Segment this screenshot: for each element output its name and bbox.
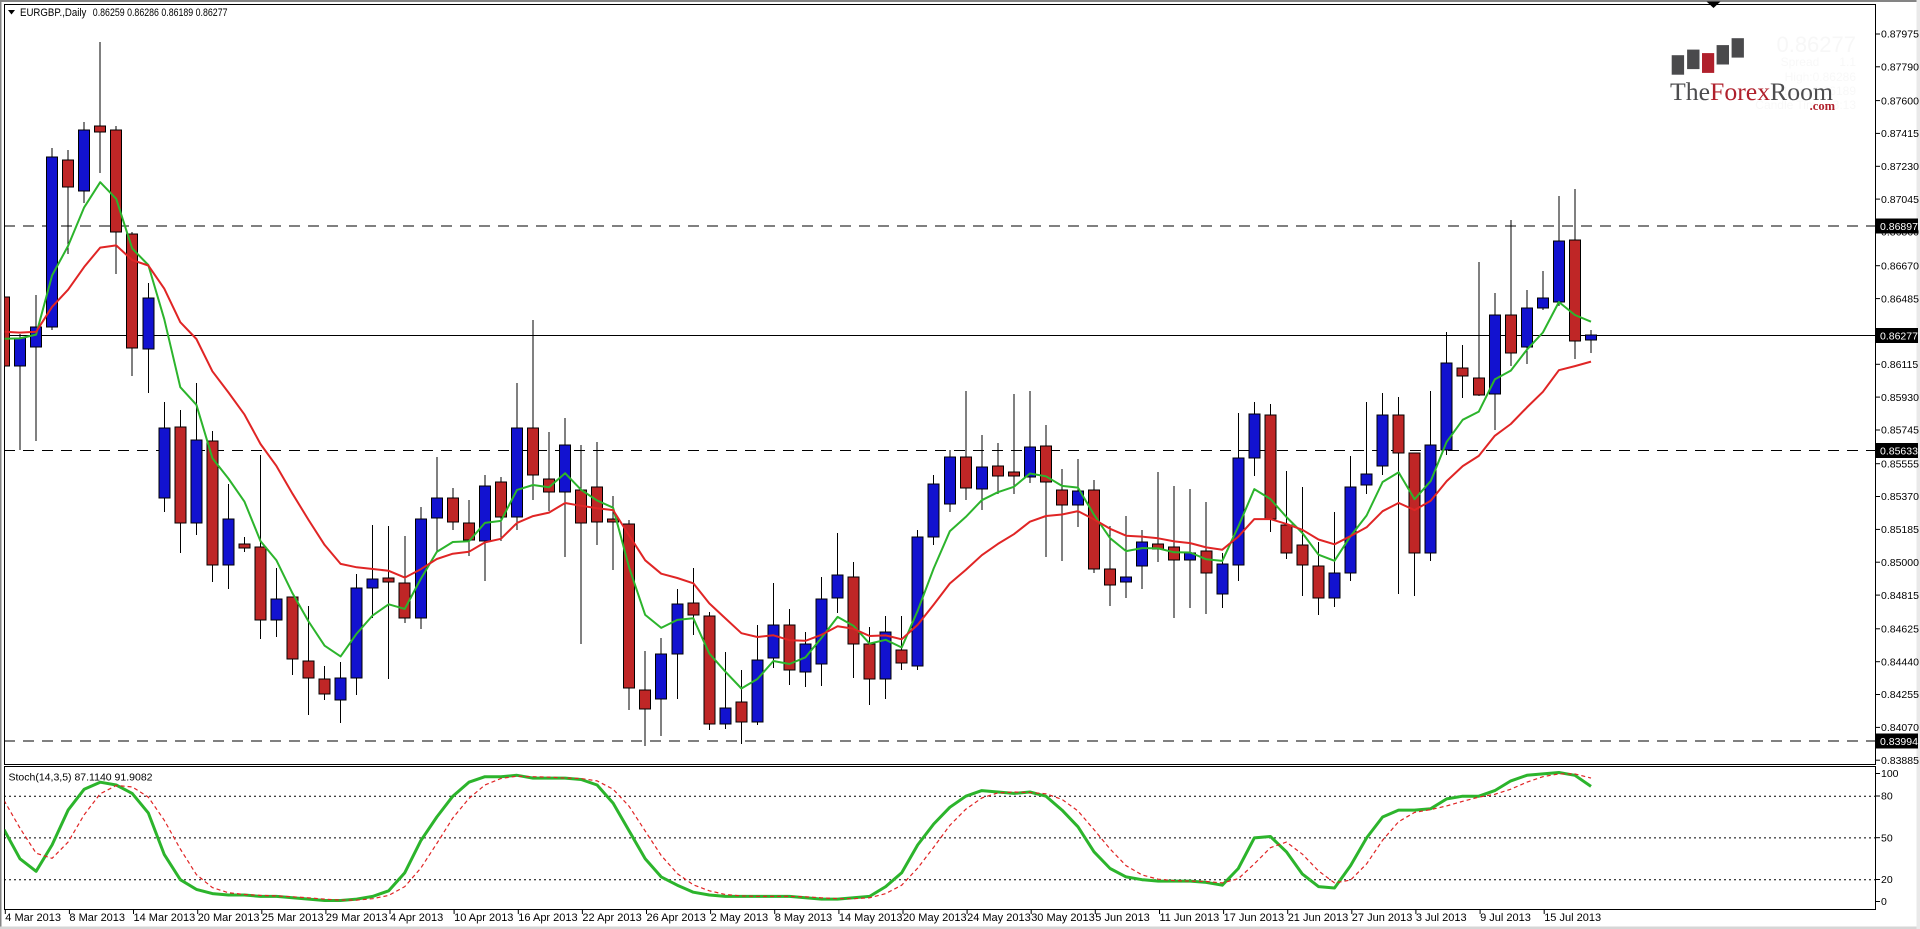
svg-text:0.85000: 0.85000 (1881, 557, 1919, 569)
svg-text:14 May 2013: 14 May 2013 (839, 912, 903, 924)
svg-text:10 Apr 2013: 10 Apr 2013 (454, 912, 513, 924)
svg-text:0.85745: 0.85745 (1881, 425, 1919, 437)
svg-text:Low: 0.86189: Low: 0.86189 (1784, 84, 1856, 98)
svg-text:9 Jul 2013: 9 Jul 2013 (1480, 912, 1531, 924)
svg-text:0.86897: 0.86897 (1880, 221, 1918, 233)
svg-text:17 Jun 2013: 17 Jun 2013 (1224, 912, 1285, 924)
svg-text:14 Mar 2013: 14 Mar 2013 (134, 912, 196, 924)
svg-text:11 Jun 2013: 11 Jun 2013 (1160, 912, 1220, 924)
svg-text:0.87790: 0.87790 (1881, 62, 1919, 74)
svg-text:0.85185: 0.85185 (1881, 524, 1919, 536)
svg-text:EURGBP.,Daily: EURGBP.,Daily (20, 7, 87, 19)
svg-text:0.86259 0.86286 0.86189 0.8627: 0.86259 0.86286 0.86189 0.86277 (93, 7, 228, 19)
svg-text:8 Mar 2013: 8 Mar 2013 (69, 912, 125, 924)
svg-text:0.87045: 0.87045 (1881, 194, 1919, 206)
svg-text:16 Apr 2013: 16 Apr 2013 (518, 912, 577, 924)
svg-text:50: 50 (1881, 832, 1893, 844)
svg-text:0.84070: 0.84070 (1881, 722, 1919, 734)
svg-text:0.85370: 0.85370 (1881, 491, 1919, 503)
svg-text:0.87230: 0.87230 (1881, 161, 1919, 173)
svg-text:15 Jul 2013: 15 Jul 2013 (1544, 912, 1601, 924)
svg-text:80: 80 (1881, 791, 1893, 803)
svg-text:3 Jul 2013: 3 Jul 2013 (1416, 912, 1467, 924)
svg-text:30 May 2013: 30 May 2013 (1031, 912, 1095, 924)
svg-text:High:0.86286: High:0.86286 (1785, 70, 1857, 84)
svg-text:Stoch(14,3,5) 87.1140 91.9082: Stoch(14,3,5) 87.1140 91.9082 (9, 772, 153, 784)
svg-text:4 Apr 2013: 4 Apr 2013 (390, 912, 443, 924)
svg-text:Candle Tim... 3:13: Candle Tim... 3:13 (1755, 98, 1856, 112)
svg-text:0.85930: 0.85930 (1881, 392, 1919, 404)
svg-text:4 Mar 2013: 4 Mar 2013 (5, 912, 61, 924)
svg-text:0.84625: 0.84625 (1881, 624, 1919, 636)
svg-text:0.87975: 0.87975 (1881, 29, 1919, 41)
svg-text:Spread 1.1: Spread 1.1 (1781, 55, 1857, 69)
svg-text:21 Jun 2013: 21 Jun 2013 (1288, 912, 1349, 924)
svg-text:29 Mar 2013: 29 Mar 2013 (326, 912, 388, 924)
svg-text:25 Mar 2013: 25 Mar 2013 (262, 912, 324, 924)
svg-text:20: 20 (1881, 874, 1893, 886)
svg-text:0.83994: 0.83994 (1880, 736, 1918, 748)
svg-text:20 May 2013: 20 May 2013 (903, 912, 967, 924)
svg-text:0.84255: 0.84255 (1881, 689, 1919, 701)
svg-text:0.86485: 0.86485 (1881, 293, 1919, 305)
svg-text:24 May 2013: 24 May 2013 (967, 912, 1031, 924)
svg-text:0.87600: 0.87600 (1881, 95, 1919, 107)
svg-text:0.86670: 0.86670 (1881, 260, 1919, 272)
svg-text:0.83885: 0.83885 (1881, 755, 1919, 767)
svg-text:22 Apr 2013: 22 Apr 2013 (582, 912, 641, 924)
svg-text:0.86277: 0.86277 (1776, 32, 1856, 57)
svg-text:0: 0 (1881, 896, 1887, 908)
svg-text:20 Mar 2013: 20 Mar 2013 (198, 912, 260, 924)
svg-text:0.85633: 0.85633 (1880, 446, 1918, 458)
svg-text:TheForexRoom: TheForexRoom (1670, 79, 1834, 106)
svg-text:100: 100 (1881, 768, 1899, 780)
svg-text:8 May 2013: 8 May 2013 (775, 912, 832, 924)
svg-text:0.86277: 0.86277 (1880, 331, 1918, 343)
svg-text:0.84815: 0.84815 (1881, 590, 1919, 602)
svg-text:0.85555: 0.85555 (1881, 458, 1919, 470)
svg-text:.com: .com (1810, 99, 1836, 113)
svg-text:0.87415: 0.87415 (1881, 128, 1919, 140)
svg-text:27 Jun 2013: 27 Jun 2013 (1352, 912, 1413, 924)
svg-text:5 Jun 2013: 5 Jun 2013 (1095, 912, 1149, 924)
svg-text:2 May 2013: 2 May 2013 (711, 912, 768, 924)
svg-text:0.84440: 0.84440 (1881, 656, 1919, 668)
svg-text:0.86115: 0.86115 (1881, 359, 1918, 371)
svg-text:26 Apr 2013: 26 Apr 2013 (647, 912, 706, 924)
